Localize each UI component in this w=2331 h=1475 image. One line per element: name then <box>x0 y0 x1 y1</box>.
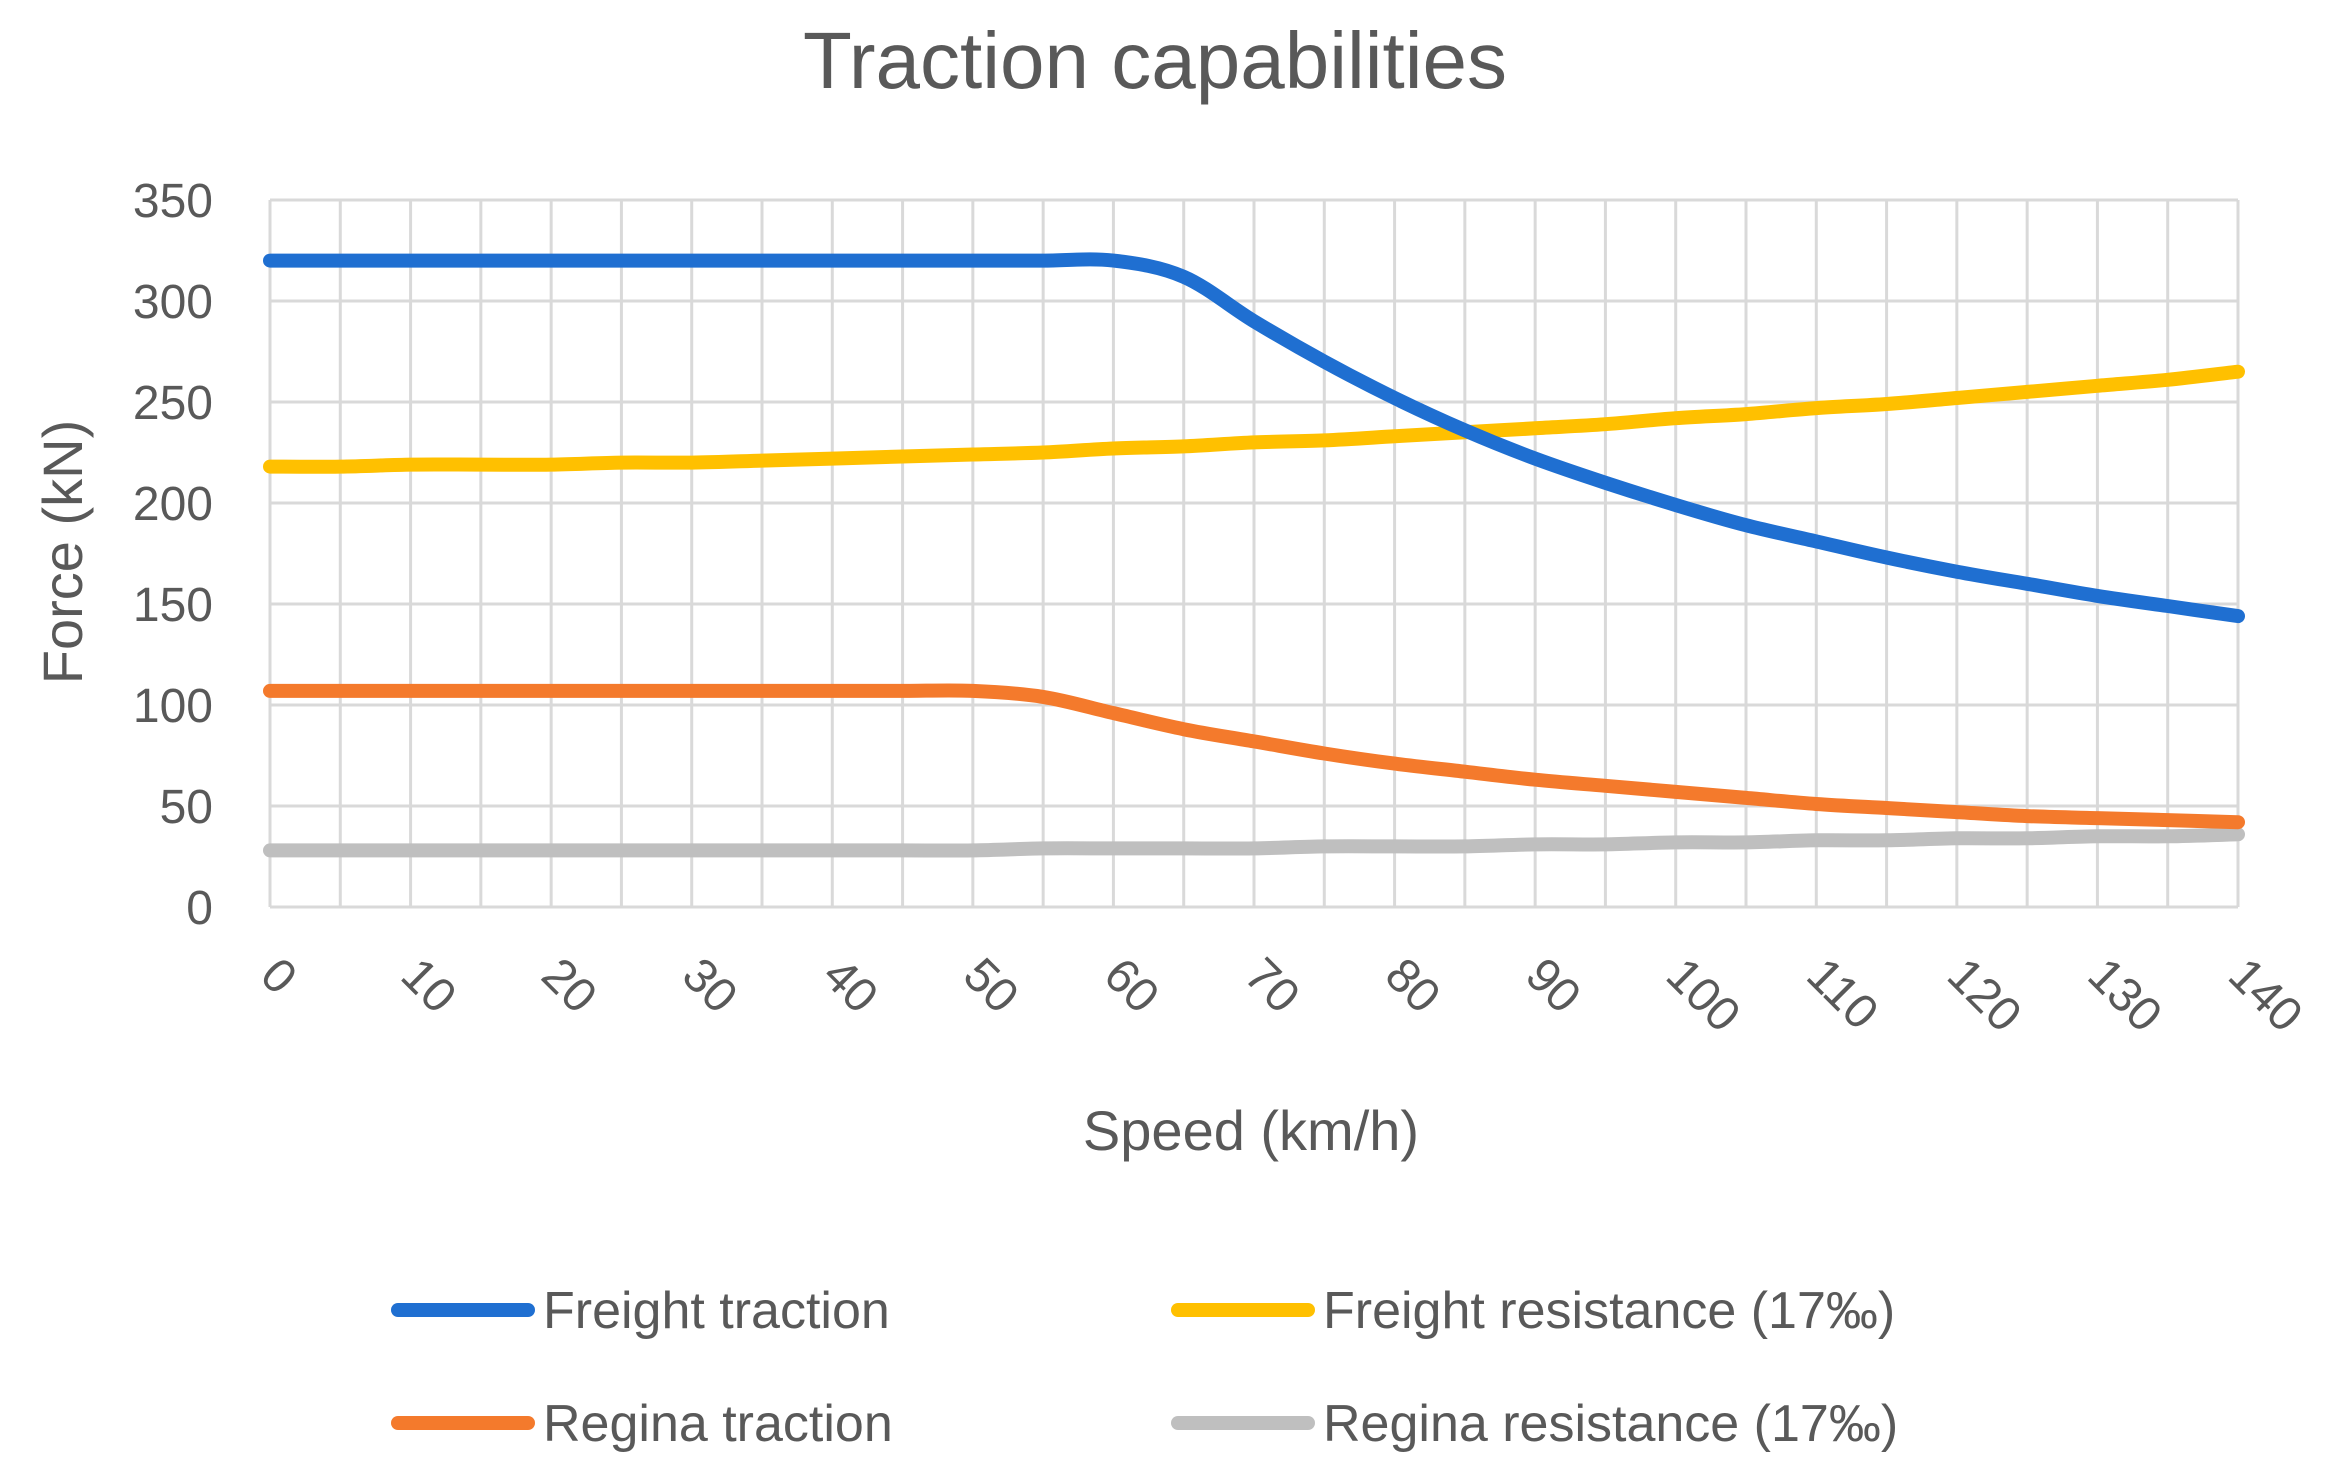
x-axis-ticks: 0 10 20 30 40 50 60 70 80 90 100 110 120 130 140 <box>250 948 2312 1042</box>
x-tick-label: 10 <box>391 948 466 1023</box>
x-tick-label: 70 <box>1234 948 1309 1023</box>
freight-traction-line <box>263 252 2245 624</box>
x-tick-label: 110 <box>1797 948 1889 1040</box>
y-tick-label: 150 <box>133 579 213 632</box>
grid <box>268 198 2240 909</box>
regina-traction-line <box>263 683 2245 830</box>
y-tick-label: 350 <box>133 175 213 228</box>
y-axis-ticks: 0 50 100 150 200 250 300 350 <box>133 175 213 935</box>
x-tick-label: 130 <box>2078 948 2172 1042</box>
freight-resistance-line <box>263 364 2245 474</box>
y-tick-label: 200 <box>133 478 213 531</box>
x-tick-label: 100 <box>1656 948 1750 1042</box>
y-tick-label: 50 <box>160 781 213 834</box>
series-lines <box>263 252 2245 858</box>
x-tick-label: 40 <box>813 948 888 1023</box>
y-tick-label: 0 <box>186 882 213 935</box>
y-tick-label: 250 <box>133 377 213 430</box>
x-axis-title: Speed (km/h) <box>1083 1099 1419 1162</box>
legend-label-regina-resistance: Regina resistance (17‰) <box>1323 1395 1898 1453</box>
x-tick-label: 50 <box>953 948 1028 1023</box>
legend: Freight traction Freight resistance (17‰)… <box>391 1282 1898 1453</box>
x-tick-label: 60 <box>1094 948 1169 1023</box>
chart-title: Traction capabilities <box>803 16 1507 105</box>
x-tick-label: 120 <box>1937 948 2031 1042</box>
x-tick-label: 30 <box>672 948 747 1023</box>
x-tick-label: 20 <box>531 948 606 1023</box>
legend-label-freight-traction: Freight traction <box>543 1282 890 1340</box>
y-tick-label: 300 <box>133 276 213 329</box>
y-tick-label: 100 <box>133 680 213 733</box>
x-tick-label: 0 <box>250 948 306 1004</box>
legend-label-freight-resistance: Freight resistance (17‰) <box>1323 1282 1895 1340</box>
x-tick-label: 140 <box>2218 948 2312 1042</box>
x-tick-label: 80 <box>1375 948 1450 1023</box>
regina-resistance-line <box>263 827 2245 858</box>
x-tick-label: 90 <box>1515 948 1590 1023</box>
legend-label-regina-traction: Regina traction <box>543 1395 893 1453</box>
y-axis-title: Force (kN) <box>31 420 94 684</box>
